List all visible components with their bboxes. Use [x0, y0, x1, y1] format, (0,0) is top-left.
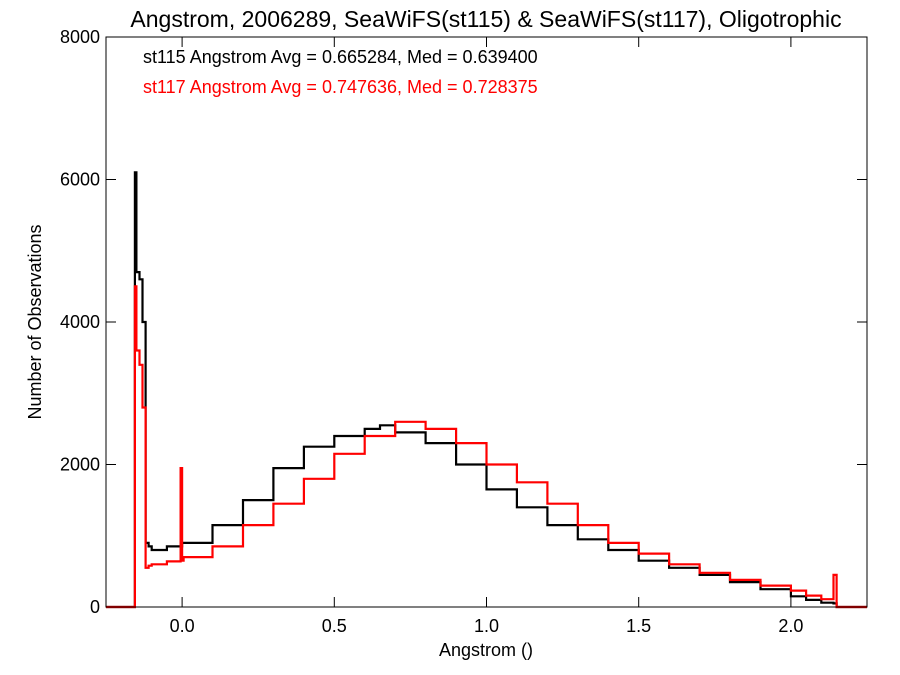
chart-title: Angstrom, 2006289, SeaWiFS(st115) & SeaW…: [130, 6, 841, 32]
series-annotation-st117: st117 Angstrom Avg = 0.747636, Med = 0.7…: [143, 77, 538, 97]
x-tick-label: 1.5: [626, 616, 651, 636]
x-axis-label: Angstrom (): [439, 640, 533, 660]
x-axis: 0.0 0.5 1.0 1.5 2.0: [170, 37, 803, 636]
x-tick-label: 0.0: [170, 616, 195, 636]
series-line-st117: [106, 285, 867, 609]
y-tick-label: 8000: [60, 27, 100, 47]
x-tick-label: 0.5: [322, 616, 347, 636]
y-axis-label: Number of Observations: [25, 224, 45, 419]
series-layer: [106, 171, 867, 609]
plot-frame: [105, 36, 868, 608]
y-tick-label: 2000: [60, 455, 100, 475]
y-tick-label: 0: [90, 597, 100, 617]
x-tick-label: 1.0: [474, 616, 499, 636]
y-axis: 0 2000 4000 6000 8000: [60, 27, 867, 617]
series-annotation-st115: st115 Angstrom Avg = 0.665284, Med = 0.6…: [143, 47, 538, 67]
series-line-st115: [106, 171, 867, 609]
y-tick-label: 6000: [60, 170, 100, 190]
y-tick-label: 4000: [60, 312, 100, 332]
x-tick-label: 2.0: [778, 616, 803, 636]
